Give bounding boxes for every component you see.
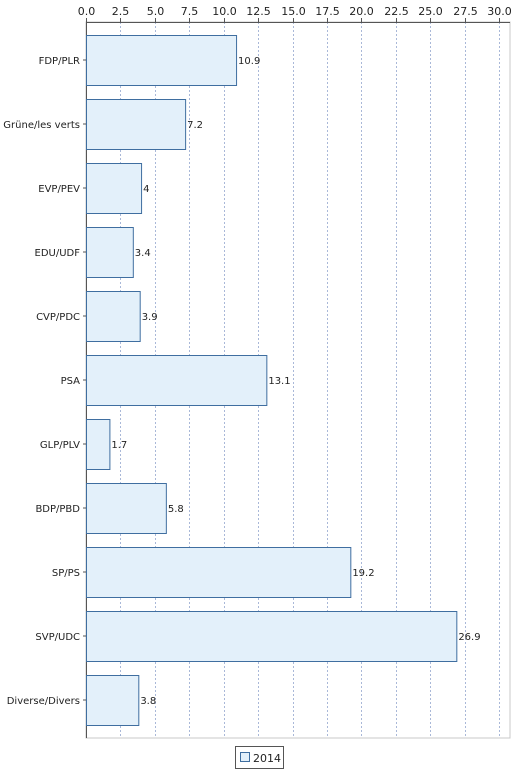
y-tick-label: SP/PS [52, 568, 80, 579]
data-label: 10.9 [238, 56, 260, 67]
data-label: 19.2 [352, 568, 374, 579]
x-tick-label: 12.5 [246, 5, 271, 18]
bar[interactable] [86, 483, 167, 534]
data-label: 3.9 [142, 312, 158, 323]
legend-swatch [240, 752, 250, 762]
y-tick-label: EVP/PEV [38, 184, 80, 195]
x-tick-label: 27.5 [453, 5, 478, 18]
x-tick-label: 25.0 [418, 5, 443, 18]
data-label: 26.9 [458, 632, 480, 643]
y-tick-label: Diverse/Divers [7, 696, 80, 707]
x-tick-label: 5.0 [147, 5, 165, 18]
x-tick-label: 22.5 [384, 5, 409, 18]
x-tick-label: 20.0 [349, 5, 374, 18]
x-tick-label: 17.5 [315, 5, 340, 18]
bar[interactable] [86, 35, 238, 86]
x-tick-label: 2.5 [112, 5, 130, 18]
y-tick-label: CVP/PDC [36, 312, 80, 323]
data-label: 7.2 [187, 120, 203, 131]
bar[interactable] [86, 99, 187, 150]
bar[interactable] [86, 227, 134, 278]
bar[interactable] [86, 291, 141, 342]
y-tick-label: PSA [61, 376, 81, 387]
y-tick-label: FDP/PLR [39, 56, 80, 67]
x-tick-label: 10.0 [212, 5, 237, 18]
bar[interactable] [86, 611, 458, 662]
data-label: 1.7 [111, 440, 127, 451]
data-label: 5.8 [168, 504, 184, 515]
y-tick-label: EDU/UDF [35, 248, 81, 259]
y-tick-label: SVP/UDC [35, 632, 80, 643]
x-tick-label: 15.0 [281, 5, 306, 18]
x-tick-label: 30.0 [487, 5, 512, 18]
x-tick-label: 7.5 [181, 5, 199, 18]
data-label: 13.1 [268, 376, 290, 387]
bar[interactable] [86, 355, 268, 406]
x-tick-label: 0.0 [78, 5, 96, 18]
legend-label: 2014 [253, 752, 281, 765]
bar[interactable] [86, 675, 140, 726]
data-label: 3.4 [135, 248, 151, 259]
data-label: 3.8 [140, 696, 156, 707]
y-tick-label: Grüne/les verts [3, 120, 80, 131]
y-tick-label: BDP/PBD [35, 504, 80, 515]
bar[interactable] [86, 419, 111, 470]
y-tick-label: GLP/PLV [40, 440, 80, 451]
data-label: 4 [143, 184, 149, 195]
bar[interactable] [86, 547, 352, 598]
bar[interactable] [86, 163, 143, 214]
